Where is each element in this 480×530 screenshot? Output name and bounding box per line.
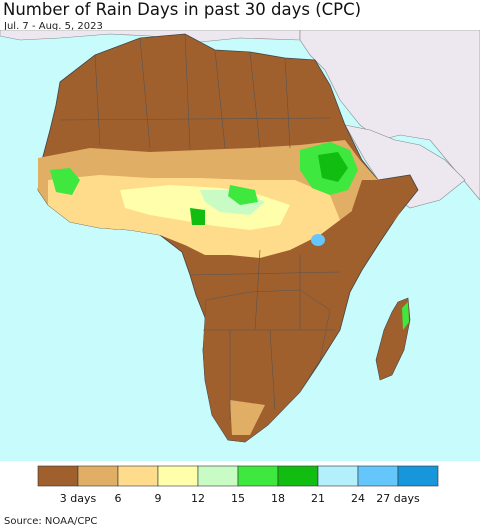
source-credit: Source: NOAA/CPC — [4, 516, 98, 527]
date-range: Jul. 7 - Aug. 5, 2023 — [4, 21, 103, 32]
madagascar — [375, 297, 411, 381]
legend-label: 18 — [271, 492, 285, 505]
legend-swatches — [37, 465, 439, 487]
legend-swatch — [157, 465, 199, 487]
legend-label: 24 — [351, 492, 365, 505]
ethiopia-core — [318, 152, 348, 182]
horn-of-africa — [352, 180, 415, 242]
madagascar-east-coast — [402, 302, 409, 330]
legend-label: 15 — [231, 492, 245, 505]
map-title: Number of Rain Days in past 30 days (CPC… — [3, 0, 362, 19]
lake-victoria — [311, 234, 325, 246]
nigeria-rain-spot — [228, 185, 258, 205]
color-legend: 3 days 6 9 12 15 18 21 24 27 days — [37, 465, 439, 505]
legend-label: 9 — [155, 492, 162, 505]
legend-label: 27 days — [376, 492, 420, 505]
cameroon-rain-spot — [190, 208, 205, 225]
legend-label: 21 — [311, 492, 325, 505]
legend-swatch — [37, 465, 79, 487]
legend-swatch — [277, 465, 319, 487]
legend-swatch — [397, 465, 439, 487]
legend-label: 6 — [115, 492, 122, 505]
legend-swatch — [197, 465, 239, 487]
country-borders — [59, 33, 341, 420]
legend-swatch — [357, 465, 399, 487]
legend-labels: 3 days 6 9 12 15 18 21 24 27 days — [60, 492, 420, 505]
cape-region — [230, 400, 265, 435]
legend-swatch — [317, 465, 359, 487]
rain-days-map — [0, 30, 480, 461]
legend-label: 12 — [191, 492, 205, 505]
legend-label: 3 days — [60, 492, 97, 505]
legend-swatch — [117, 465, 159, 487]
legend-swatch — [77, 465, 119, 487]
guinea-rain-area — [50, 168, 80, 195]
legend-swatch — [237, 465, 279, 487]
